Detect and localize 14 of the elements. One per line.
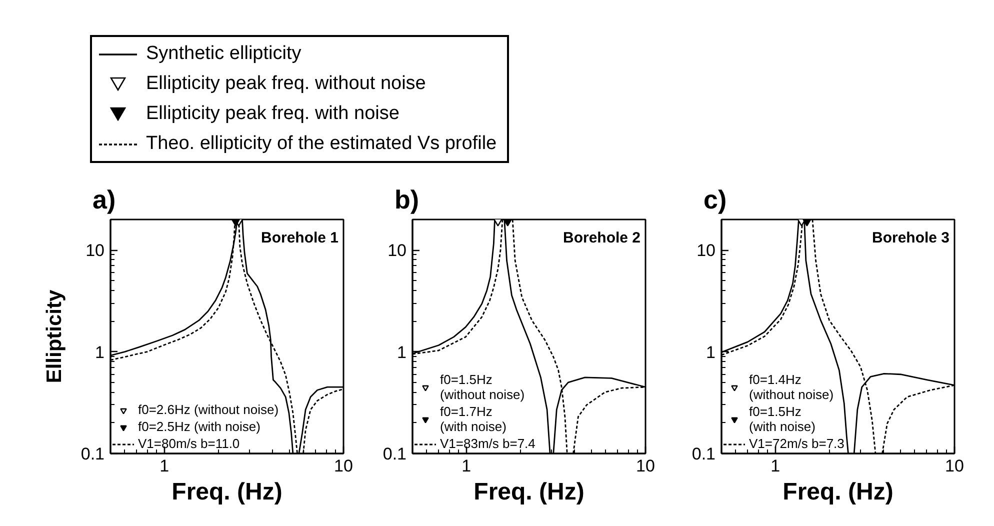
chart-title: c) bbox=[704, 184, 727, 214]
legend-label: f0=1.4Hz (without noise) bbox=[749, 372, 834, 402]
x-axis-title: Freq. (Hz) bbox=[782, 478, 894, 506]
x-tick-label: 10 bbox=[945, 456, 964, 476]
x-tick-label: 10 bbox=[636, 456, 655, 476]
x-axis-title: Freq. (Hz) bbox=[474, 478, 584, 506]
text: Borehole 3 bbox=[872, 230, 950, 246]
x-tick-label: 1 bbox=[770, 456, 780, 476]
y-tick-label: 10 bbox=[696, 241, 716, 260]
legend-label: f0=1.5Hz (with noise) bbox=[749, 404, 816, 434]
legend-label: V1=72m/s b=7.3 bbox=[749, 436, 844, 451]
y-tick-label: 0.1 bbox=[692, 444, 716, 464]
text: Borehole 2 bbox=[562, 230, 641, 246]
y-tick-label: 1 bbox=[706, 342, 716, 362]
